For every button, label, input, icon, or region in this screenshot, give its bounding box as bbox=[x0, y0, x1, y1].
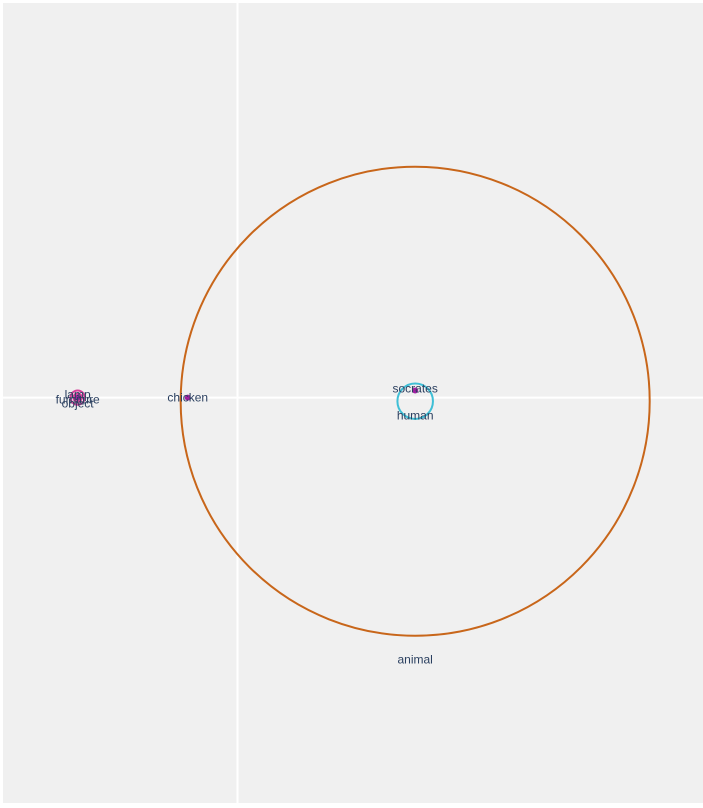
point-layer bbox=[74, 387, 419, 401]
animal-label: animal bbox=[398, 653, 433, 667]
zero-lines bbox=[3, 3, 703, 803]
object-label: object bbox=[62, 397, 95, 411]
animal-circle bbox=[179, 165, 651, 637]
socrates-label: socrates bbox=[393, 382, 438, 396]
plot-area: animal human socrates chicken furniture lamp o… bbox=[3, 3, 703, 803]
circle-diagram: animal human socrates chicken furniturelampo… bbox=[3, 3, 703, 803]
chicken-label: chicken bbox=[167, 391, 208, 405]
label-layer: animal human socrates chicken furniturelampo… bbox=[56, 382, 438, 667]
furniture-circle bbox=[69, 389, 86, 406]
furniture-label: furniture bbox=[56, 392, 100, 406]
plot-background bbox=[3, 3, 703, 803]
lamp-circle bbox=[72, 392, 83, 403]
chicken-point bbox=[184, 394, 191, 401]
circle-layer bbox=[69, 165, 651, 637]
human-circle bbox=[396, 382, 434, 420]
lamp-label: lamp bbox=[65, 388, 91, 402]
socrates-point bbox=[412, 387, 419, 394]
lamp-point bbox=[74, 394, 81, 401]
human-label: human bbox=[397, 409, 434, 423]
